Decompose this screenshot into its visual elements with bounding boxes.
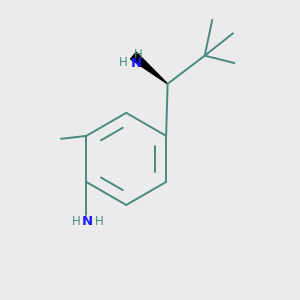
Text: H: H <box>134 48 142 61</box>
Text: H: H <box>71 215 80 228</box>
Text: H: H <box>95 215 104 228</box>
Text: H: H <box>118 56 127 69</box>
Text: N: N <box>82 215 93 228</box>
Text: N: N <box>131 57 142 70</box>
Polygon shape <box>130 52 168 84</box>
